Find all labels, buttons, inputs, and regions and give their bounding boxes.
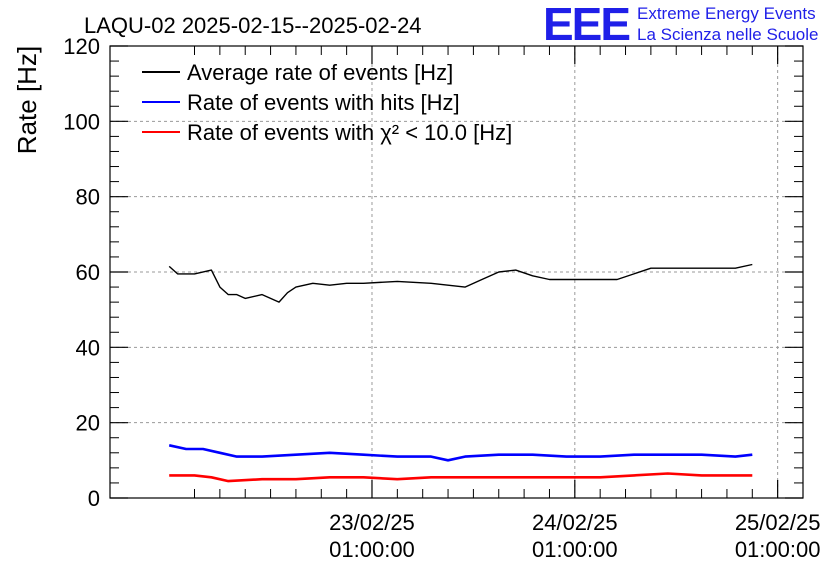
x-tick-time: 01:00:00 [532, 537, 618, 562]
series-lines [168, 263, 753, 483]
legend-label-3: Rate of events with χ² < 10.0 [Hz] [187, 120, 512, 145]
x-tick-date: 24/02/25 [532, 510, 618, 535]
chart-title: LAQU-02 2025-02-15--2025-02-24 [84, 13, 422, 38]
y-tick-label: 120 [63, 34, 100, 59]
logo-line2: La Scienza nelle Scuole [637, 25, 818, 44]
eee-logo: EEE Extreme Energy Events La Scienza nel… [543, 0, 818, 50]
series-line-1 [168, 263, 753, 303]
legend-label-2: Rate of events with hits [Hz] [187, 90, 460, 115]
grid [110, 46, 803, 498]
logo-mark: EEE [543, 0, 629, 50]
y-tick-label: 40 [76, 335, 100, 360]
y-tick-labels: 0 20 40 60 80 100 120 [63, 34, 100, 511]
series-line-3 [169, 472, 753, 483]
x-tick-date: 25/02/25 [735, 510, 821, 535]
y-tick-label: 60 [76, 260, 100, 285]
y-tick-label: 80 [76, 185, 100, 210]
y-tick-label: 20 [76, 411, 100, 436]
series-line-2 [168, 444, 753, 462]
x-tick-labels: 23/02/2501:00:0024/02/2501:00:0025/02/25… [329, 510, 820, 562]
x-tick-time: 01:00:00 [329, 537, 415, 562]
axis-ticks [110, 45, 804, 499]
y-axis-label: Rate [Hz] [12, 46, 42, 154]
x-tick-time: 01:00:00 [735, 537, 821, 562]
y-tick-label: 0 [88, 486, 100, 511]
logo-line1: Extreme Energy Events [637, 4, 816, 23]
legend-label-1: Average rate of events [Hz] [187, 60, 453, 85]
y-tick-label: 100 [63, 109, 100, 134]
legend: Average rate of events [Hz] Rate of event… [142, 60, 512, 145]
x-tick-date: 23/02/25 [329, 510, 415, 535]
